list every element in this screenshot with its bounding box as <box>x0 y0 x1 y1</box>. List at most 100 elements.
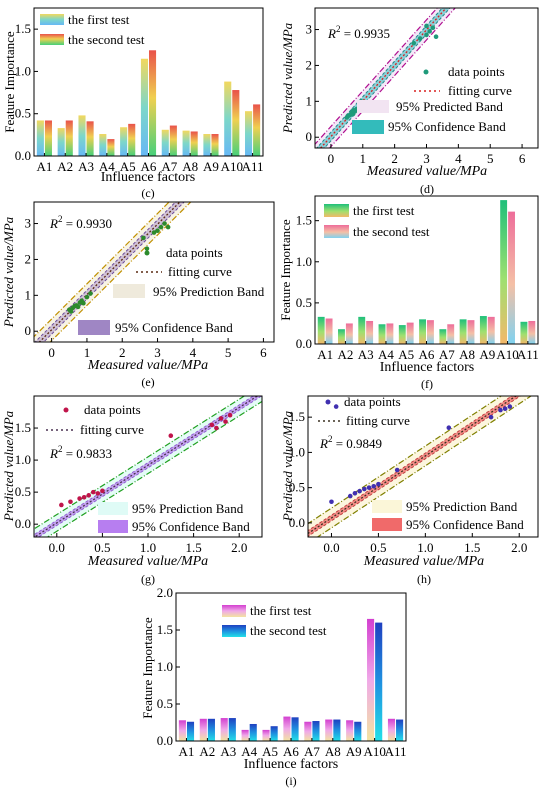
bar-c-s1-A2 <box>57 128 65 156</box>
ytick-label-d-1: 1 <box>306 93 313 108</box>
data-point-d-15 <box>427 29 432 34</box>
panel-i-ylabel: Feature Importance <box>140 617 155 719</box>
ytick-label-i-1.5: 1.5 <box>157 622 173 637</box>
data-point-e-14 <box>155 228 160 234</box>
bar-i-s2-A1 <box>186 721 195 741</box>
ytick-label-e-2: 2 <box>25 251 32 266</box>
data-point-e-11 <box>141 235 146 241</box>
ytick-label-g-0.0: 0.0 <box>15 516 31 531</box>
bar-f-s1-A8 <box>459 319 467 344</box>
legend-g-pred-label: 95% Prediction Band <box>132 501 244 516</box>
bar-i-s1-A11 <box>387 718 396 741</box>
bar-c-s1-A4 <box>99 134 107 156</box>
xtick-label-d-4: 4 <box>455 151 462 166</box>
ytick-label-i-0.5: 0.5 <box>157 696 173 711</box>
bar-i-s2-A6 <box>291 717 299 741</box>
legend-i-second-label: the second test <box>250 623 327 638</box>
bar-c-s2-A8 <box>190 131 198 156</box>
pred-bound-g-lower <box>46 400 262 537</box>
panel-i-plot <box>178 618 404 741</box>
xtick-label-h-0.5: 0.5 <box>370 540 386 555</box>
xtick-label-f-A9: A9 <box>479 347 495 362</box>
data-point-e-10 <box>88 291 93 296</box>
data-point-h-3 <box>352 490 358 496</box>
bar-f-s2-A11 <box>528 320 536 344</box>
xtick-label-c-A8: A8 <box>182 159 198 174</box>
data-point-e-15 <box>158 224 164 230</box>
legend-h-conf-label: 95% Confidence Band <box>406 517 524 532</box>
legend-d-pred-swatch <box>357 100 389 113</box>
xtick-label-h-0.0: 0.0 <box>323 540 339 555</box>
bar-i-s2-A11 <box>396 719 404 741</box>
panel-h-plot <box>308 396 533 537</box>
legend-f-first-swatch <box>324 204 349 217</box>
panel-i-yticks: 0.0 0.5 1.0 1.5 2.0 <box>157 585 180 748</box>
panel-f-yticks: 0.0 0.5 1.0 1.5 <box>296 213 319 351</box>
xtick-label-e-1: 1 <box>84 345 91 360</box>
panel-i-xlabel: Influence factors <box>244 757 338 772</box>
bar-c-s2-A5 <box>128 123 136 156</box>
panel-d-xticks: 0 1 2 3 4 5 6 <box>328 144 526 166</box>
data-point-e-8 <box>81 300 86 306</box>
bar-i-s1-A10 <box>367 618 375 741</box>
bar-c-s1-A8 <box>182 130 190 156</box>
ytick-label-f-1.0: 1.0 <box>296 254 312 269</box>
panel-d-plot <box>315 8 456 148</box>
legend-d-pred-label: 95% Predicted Band <box>396 99 503 114</box>
bar-f-s1-A4 <box>378 324 386 344</box>
data-point-e-5 <box>75 304 81 310</box>
panel-h-ylabel: Predicted value/MPa <box>280 410 295 522</box>
data-point-h-7 <box>371 483 377 489</box>
bar-f-s2-A8 <box>467 320 475 344</box>
bar-i-s2-A5 <box>270 726 278 741</box>
panel-c-plot <box>36 50 261 156</box>
bar-i-s2-A2 <box>207 718 215 741</box>
data-point-g-13 <box>214 425 219 431</box>
xtick-label-g-2.0: 2.0 <box>231 540 247 555</box>
legend-f-first-label: the first test <box>353 203 415 218</box>
legend-e-pred-swatch <box>113 284 145 298</box>
panel-d-r2: R2 = 0.9935 <box>327 24 390 41</box>
panel-d-ylabel: Predicted value/MPa <box>280 22 295 134</box>
plot-area-h <box>308 396 533 537</box>
panel-d: 0 1 2 3 0 1 2 3 4 5 6 Predicted value/MPa Measure… <box>280 7 539 196</box>
xtick-label-f-A2: A2 <box>337 347 353 362</box>
bar-f-s2-A6 <box>427 320 434 344</box>
legend-h-conf-swatch <box>372 518 402 531</box>
panel-f-ylabel: Feature Importance <box>278 219 293 321</box>
bar-c-s2-A3 <box>86 121 94 156</box>
pred-bound-d-lower <box>328 8 456 148</box>
bar-c-s2-A2 <box>65 120 73 156</box>
data-point-g-6 <box>95 491 101 496</box>
conf-bound-g-upper <box>34 396 255 536</box>
panel-f-plot <box>317 200 536 344</box>
panel-d-xlabel: Measured value/MPa <box>366 164 487 179</box>
panel-h-yticks: 0.0 0.5 1.0 1.5 <box>289 409 312 530</box>
panel-g-label: (g) <box>141 572 155 586</box>
data-point-e-9 <box>84 294 90 300</box>
legend-h-points-marker <box>325 399 331 405</box>
ytick-label-e-0: 0 <box>25 323 32 338</box>
panel-e-xlabel: Measured value/MPa <box>87 358 208 373</box>
bar-c-s1-A7 <box>161 129 169 156</box>
xtick-label-f-A3: A3 <box>358 347 374 362</box>
xtick-label-g-1.5: 1.5 <box>185 540 201 555</box>
data-point-d-17 <box>424 23 429 29</box>
xtick-label-c-A9: A9 <box>203 159 219 174</box>
legend-d-conf-swatch <box>352 120 384 134</box>
panel-e-yticks: 0 1 2 3 <box>25 216 38 338</box>
panel-h-xlabel: Measured value/MPa <box>363 554 484 569</box>
bar-i-s2-A9 <box>354 721 362 741</box>
legend-g-points-label: data points <box>84 402 141 417</box>
panel-e: 0 1 2 3 0 1 2 3 4 5 6 Predicted value/MPa Measure… <box>1 201 275 389</box>
pred-bound-g-upper <box>34 396 246 530</box>
data-point-g-8 <box>168 433 174 439</box>
data-point-e-16 <box>162 221 167 226</box>
ytick-label-c-0.5: 0.5 <box>15 106 31 121</box>
bar-c-s2-A11 <box>253 104 261 156</box>
panel-h-xticks: 0.0 0.5 1.0 1.5 2.0 <box>323 533 527 555</box>
xtick-label-e-4: 4 <box>190 345 197 360</box>
ytick-label-i-0.0: 0.0 <box>157 733 173 748</box>
